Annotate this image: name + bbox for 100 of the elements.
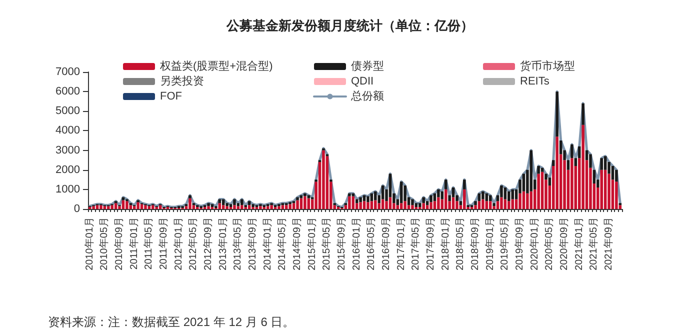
bar <box>540 168 544 172</box>
y-tick-label: 1000 <box>56 183 80 196</box>
bar <box>411 205 414 209</box>
bar <box>589 154 592 168</box>
bar <box>100 205 102 209</box>
bar <box>437 189 440 198</box>
legend-label: 总份额 <box>350 90 384 102</box>
x-tick-label: 2019年05月 <box>498 217 511 270</box>
bar <box>500 197 503 209</box>
y-tick-label: 7000 <box>56 66 80 78</box>
bar <box>463 180 466 190</box>
y-tick-label: 5000 <box>56 105 80 118</box>
bar <box>140 204 144 209</box>
bar <box>233 199 236 206</box>
legend-label: QDII <box>351 76 374 88</box>
x-tick-label: 2010年09月 <box>113 217 126 270</box>
x-tick-label: 2018年09月 <box>469 217 482 270</box>
x-tick-label: 2011年05月 <box>142 217 155 270</box>
bar <box>426 205 429 209</box>
legend-label: 债券型 <box>351 60 384 72</box>
bar <box>359 202 362 209</box>
bar <box>400 182 403 204</box>
bar <box>266 206 270 209</box>
legend-label: 权益类(股票型+混合型) <box>159 60 273 72</box>
y-tick-label: 4000 <box>56 124 80 137</box>
x-tick-label: 2011年01月 <box>128 217 140 270</box>
x-tick-label: 2012年01月 <box>172 217 184 270</box>
x-tick-label: 2019年09月 <box>514 217 526 270</box>
bar <box>259 206 262 209</box>
x-tick-label: 2019年01月 <box>484 217 496 270</box>
x-tick-label: 2015年09月 <box>336 217 348 270</box>
bar <box>188 195 192 198</box>
bar <box>570 144 574 158</box>
bar <box>374 200 377 209</box>
bar <box>478 201 481 209</box>
bar <box>552 160 555 166</box>
bar <box>385 201 388 209</box>
bar <box>378 203 380 209</box>
x-tick-label: 2016年01月 <box>350 217 362 270</box>
bar <box>414 203 418 208</box>
chart-title: 公募基金新发份额月度统计（单位：亿份） <box>226 18 474 33</box>
y-tick-label: 3000 <box>56 144 80 156</box>
bar <box>122 200 125 209</box>
x-tick-label: 2016年05月 <box>365 217 378 270</box>
text: 资料来源：注：数据截至 2021 年 12 月 6 日。 <box>48 315 295 329</box>
bar <box>511 189 514 200</box>
bar <box>404 201 406 209</box>
x-tick-label: 2021年09月 <box>602 217 615 270</box>
legend-label: 货币市场型 <box>520 60 575 72</box>
bar <box>463 189 466 209</box>
bar <box>430 195 432 202</box>
x-tick-label: 2014年01月 <box>261 217 274 270</box>
bar <box>96 205 99 209</box>
bar <box>488 201 492 209</box>
x-tick-label: 2018年05月 <box>454 217 466 270</box>
legend-label: REITs <box>520 76 550 88</box>
bar <box>355 199 358 204</box>
bar <box>422 203 425 209</box>
bar <box>107 206 110 209</box>
x-tick-label: 2010年05月 <box>98 217 110 270</box>
bar <box>188 198 192 209</box>
bar <box>381 199 384 209</box>
x-tick-label: 2015年01月 <box>306 217 318 270</box>
bar <box>281 205 284 209</box>
bar <box>210 204 214 208</box>
bar <box>411 199 414 206</box>
bar <box>433 201 436 209</box>
bar <box>608 174 610 209</box>
bar <box>129 205 132 209</box>
bar <box>226 203 228 206</box>
y-tick-label: 0 <box>74 203 80 215</box>
x-tick-label: 2014年05月 <box>276 217 288 270</box>
bar <box>444 180 448 190</box>
bar <box>574 158 578 166</box>
bar <box>422 197 425 204</box>
x-tick-label: 2017年01月 <box>394 217 407 270</box>
bar <box>136 202 140 209</box>
bar <box>474 205 477 209</box>
bar <box>482 199 484 209</box>
bar <box>304 193 306 196</box>
x-tick-label: 2013年09月 <box>246 217 259 270</box>
bar <box>248 201 251 206</box>
bar <box>366 202 370 209</box>
x-tick-label: 2017年09月 <box>424 217 437 270</box>
bar <box>296 197 299 200</box>
bar <box>207 206 210 209</box>
bar <box>396 205 400 209</box>
bar <box>152 205 154 209</box>
bar <box>348 193 351 196</box>
bar <box>207 203 210 206</box>
bar <box>362 201 366 209</box>
bar <box>236 203 240 206</box>
x-tick-label: 2018年01月 <box>439 217 452 270</box>
bar <box>508 201 510 209</box>
bar <box>508 191 510 202</box>
bar <box>485 201 488 209</box>
bar <box>556 136 558 209</box>
x-tick-label: 2011年09月 <box>158 217 170 270</box>
bar <box>218 199 222 204</box>
bar <box>233 205 236 209</box>
